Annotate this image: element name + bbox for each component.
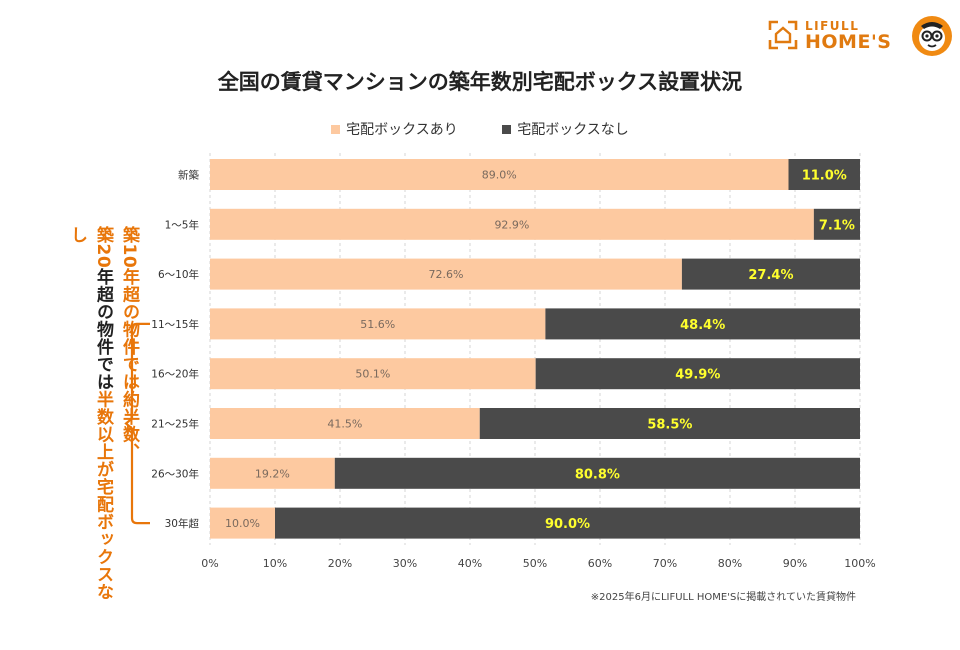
data-label-with-box: 89.0%	[482, 169, 517, 182]
category-label: 新築	[178, 169, 199, 182]
bar-with-box	[210, 159, 789, 190]
data-label-without-box: 48.4%	[680, 318, 725, 333]
house-outline-icon	[768, 20, 798, 50]
x-tick-label: 80%	[718, 557, 742, 570]
mascot-face-icon	[912, 16, 952, 56]
logo-line2: HOME'S	[805, 31, 892, 53]
chart-title: 全国の賃貸マンションの築年数別宅配ボックス設置状況	[217, 70, 743, 94]
bar-with-box	[210, 258, 682, 290]
category-label: 1〜5年	[165, 218, 199, 231]
data-label-without-box: 90.0%	[545, 517, 590, 532]
legend-label-with-box: 宅配ボックスあり	[346, 122, 458, 138]
side-line2-number: 20	[93, 243, 113, 269]
legend-label-without-box: 宅配ボックスなし	[517, 122, 629, 138]
bar-without-box	[788, 159, 860, 190]
data-label-without-box: 58.5%	[647, 418, 692, 433]
footnote: ※2025年6月にLIFULL HOME'Sに掲載されていた賃貸物件	[590, 592, 856, 603]
logo-line1: LIFULL	[805, 19, 860, 33]
bar-with-box	[210, 507, 275, 539]
bar-without-box	[545, 308, 860, 340]
data-label-with-box: 51.6%	[360, 318, 395, 331]
data-label-with-box: 72.6%	[428, 268, 463, 281]
category-label: 16〜20年	[151, 368, 199, 381]
side-annotation-line1: 築10年超の物件では約半数、	[116, 226, 142, 616]
bar-without-box	[334, 457, 860, 489]
legend-item-with-box: 宅配ボックスあり	[331, 119, 458, 139]
side-line1-rest: 年超の物件では約半数、	[119, 268, 139, 461]
legend-swatch-with-box	[331, 124, 341, 134]
bar-with-box	[210, 308, 546, 340]
data-label-without-box: 27.4%	[748, 268, 793, 283]
lifull-homes-logo: LIFULL HOME'S	[766, 14, 956, 64]
data-label-without-box: 80.8%	[575, 467, 620, 482]
side-line1-prefix: 築	[119, 226, 139, 244]
x-tick-label: 30%	[393, 557, 417, 570]
logo-wordmark: LIFULL HOME'S	[805, 20, 891, 52]
side-line2-mid: 年超の物件では	[93, 268, 113, 391]
data-label-with-box: 10.0%	[225, 517, 260, 530]
x-tick-label: 90%	[783, 557, 807, 570]
data-label-without-box: 11.0%	[802, 169, 847, 184]
x-tick-label: 40%	[458, 557, 482, 570]
side-line1-number: 10	[119, 243, 139, 269]
category-label: 21〜25年	[151, 418, 199, 431]
data-label-with-box: 19.2%	[255, 467, 290, 480]
x-tick-label: 70%	[653, 557, 677, 570]
bar-without-box	[813, 208, 860, 240]
bar-without-box	[275, 507, 860, 539]
side-annotation: 築10年超の物件では約半数、 築20年超の物件では半数以上が宅配ボックスなし	[64, 226, 142, 616]
bar-without-box	[535, 358, 860, 390]
bar-with-box	[210, 208, 814, 240]
side-line2-emph: 半数以上が宅配ボックスなし	[67, 226, 113, 601]
category-label: 11〜15年	[151, 318, 199, 331]
legend-swatch-without-box	[502, 124, 512, 134]
bar-without-box	[479, 408, 860, 439]
category-label: 6〜10年	[158, 268, 199, 281]
x-tick-label: 100%	[844, 557, 875, 570]
x-tick-label: 20%	[328, 557, 352, 570]
data-label-with-box: 41.5%	[327, 418, 362, 431]
bar-with-box	[210, 457, 335, 489]
chart-legend: 宅配ボックスあり 宅配ボックスなし	[0, 119, 960, 139]
data-label-without-box: 7.1%	[819, 218, 855, 233]
x-tick-label: 0%	[201, 557, 218, 570]
bar-without-box	[681, 258, 860, 290]
data-label-with-box: 92.9%	[494, 218, 529, 231]
data-label-without-box: 49.9%	[675, 368, 720, 383]
bar-with-box	[210, 358, 536, 390]
side-annotation-line2: 築20年超の物件では半数以上が宅配ボックスなし	[64, 226, 116, 616]
data-label-with-box: 50.1%	[355, 368, 390, 381]
bar-with-box	[210, 408, 480, 439]
annotation-bracket	[124, 322, 150, 525]
x-tick-label: 60%	[588, 557, 612, 570]
category-label: 30年超	[165, 517, 200, 530]
legend-item-without-box: 宅配ボックスなし	[502, 119, 629, 139]
x-tick-label: 50%	[523, 557, 547, 570]
category-label: 26〜30年	[151, 467, 199, 480]
side-line2-prefix: 築	[93, 226, 113, 244]
x-tick-label: 10%	[263, 557, 287, 570]
